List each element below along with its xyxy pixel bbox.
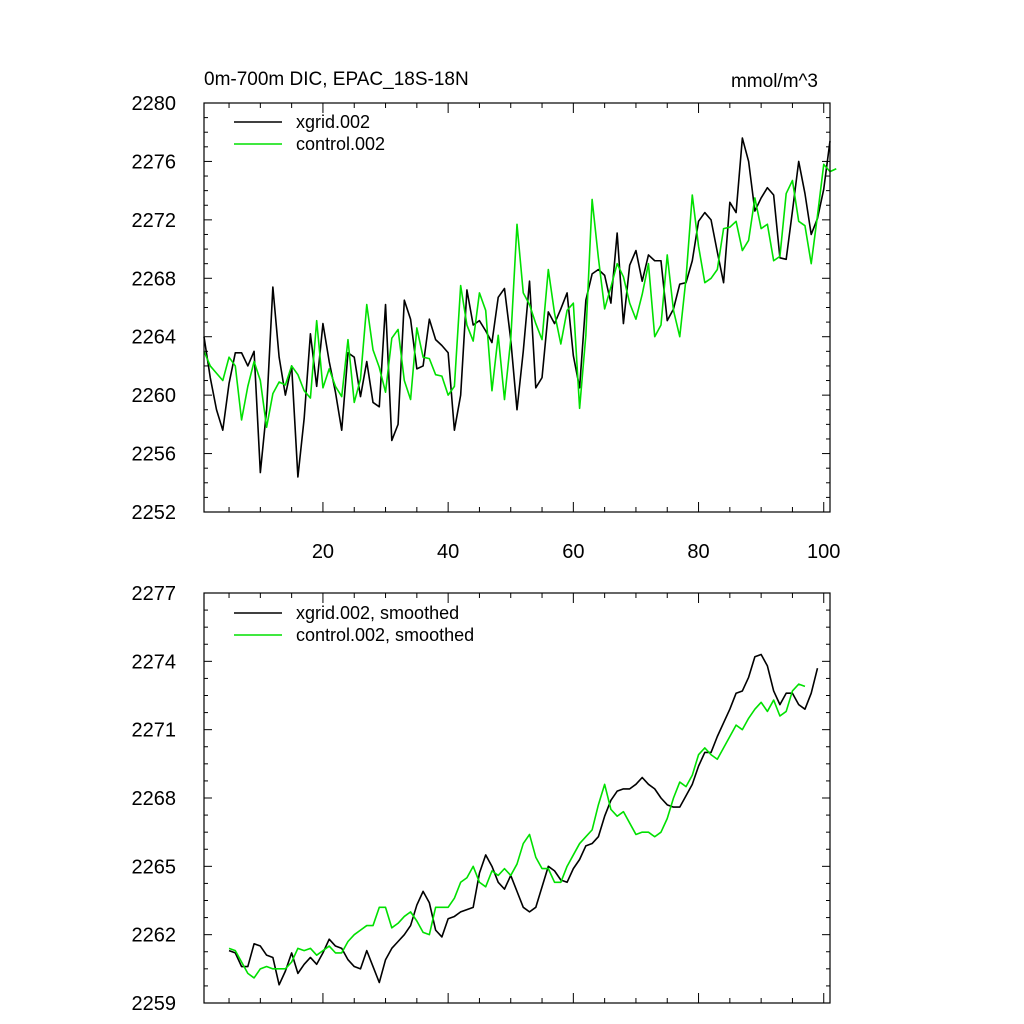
top-xtick-label: 100 [807,541,840,563]
top-xtick-label: 20 [312,541,334,563]
bottom-ytick-label: 2265 [132,856,177,878]
bottom-legend-label: xgrid.002, smoothed [296,603,459,623]
top-series-line-xgrid [203,137,831,478]
bottom-ytick-label: 2259 [132,993,177,1015]
bottom-ytick-label: 2262 [132,925,177,947]
bottom-legend-label: control.002, smoothed [296,625,474,645]
top-ytick-label: 2268 [132,268,177,290]
top-ytick-label: 2256 [132,444,177,466]
top-ytick-label: 2280 [132,93,177,115]
top-ytick-label: 2276 [132,151,177,173]
top-ytick-label: 2272 [132,210,177,232]
top-legend-label: xgrid.002 [296,112,370,132]
top-legend-label: control.002 [296,134,385,154]
top-panel-units: mmol/m^3 [731,71,818,92]
top-ytick-label: 2260 [132,385,177,407]
top-xtick-label: 40 [437,541,459,563]
top-ytick-label: 2264 [132,327,177,349]
bottom-panel: 2259 2262 2265 2268 2271 2274 2277 xgrid.002, … [132,583,831,1015]
top-panel-title: 0m-700m DIC, EPAC_18S-18N [204,69,469,90]
top-series-line-control [203,163,837,429]
bottom-ytick-label: 2268 [132,788,177,810]
bottom-series-line-control [228,683,806,979]
bottom-ytick-label: 2277 [132,583,177,605]
bottom-ytick-label: 2271 [132,720,177,742]
top-xtick-label: 80 [687,541,709,563]
bottom-ytick-label: 2274 [132,651,177,673]
top-ytick-label: 2252 [132,502,177,524]
top-xtick-label: 60 [562,541,584,563]
bottom-plot-frame [203,592,831,1004]
top-panel: 0m-700m DIC, EPAC_18S-18N mmol/m^3 2252 2… [132,69,841,563]
top-plot-frame [203,102,831,513]
bottom-series-line-xgrid [228,653,819,986]
